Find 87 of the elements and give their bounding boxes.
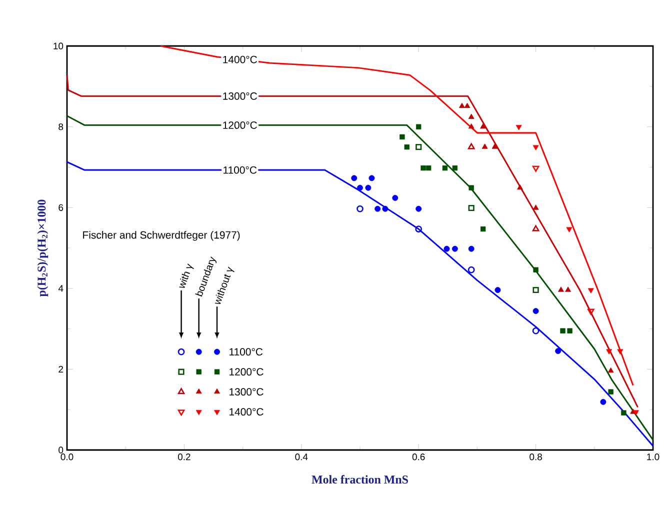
point bbox=[532, 145, 539, 150]
point bbox=[558, 286, 564, 292]
y-tick-label: 8 bbox=[58, 123, 64, 130]
point bbox=[444, 246, 450, 252]
point bbox=[482, 144, 488, 149]
point bbox=[365, 184, 372, 191]
point bbox=[566, 227, 572, 232]
point bbox=[459, 102, 465, 108]
point bbox=[416, 124, 422, 130]
y-axis-title: p(H$_{2}$S)/p(H$_{2}$)×1000 bbox=[37, 200, 48, 297]
point bbox=[468, 246, 474, 252]
point bbox=[588, 288, 594, 294]
point bbox=[492, 144, 498, 149]
line-series bbox=[66, 115, 654, 441]
point bbox=[416, 144, 422, 150]
point bbox=[357, 184, 363, 191]
y-tick-label: 2 bbox=[58, 366, 64, 373]
point bbox=[404, 144, 410, 150]
point bbox=[600, 398, 606, 405]
point bbox=[426, 165, 432, 171]
point bbox=[416, 206, 422, 212]
y-tick-label: 6 bbox=[58, 204, 64, 211]
point bbox=[533, 267, 538, 272]
point bbox=[468, 266, 475, 274]
legend-label: 1400°C bbox=[230, 408, 264, 416]
point bbox=[368, 175, 375, 182]
legend-label: 1300°C bbox=[230, 388, 264, 396]
series-label: 1100°C bbox=[224, 166, 257, 174]
point bbox=[480, 123, 486, 129]
point bbox=[560, 328, 566, 334]
line-series bbox=[66, 74, 639, 408]
point bbox=[382, 206, 388, 212]
point bbox=[374, 206, 381, 212]
point bbox=[494, 287, 501, 294]
point bbox=[351, 175, 358, 182]
point bbox=[468, 185, 474, 190]
point bbox=[606, 349, 612, 354]
point bbox=[468, 123, 474, 129]
annotation: with γ bbox=[179, 263, 194, 288]
point bbox=[392, 194, 398, 201]
point bbox=[400, 134, 405, 140]
point bbox=[480, 226, 486, 232]
point bbox=[532, 286, 539, 294]
y-tick-label: 10 bbox=[54, 42, 64, 50]
point bbox=[532, 327, 540, 334]
y-tick-label: 4 bbox=[58, 285, 64, 292]
point bbox=[516, 125, 522, 130]
point bbox=[464, 102, 470, 108]
x-axis-title: Mole fraction MnS bbox=[312, 475, 408, 484]
point bbox=[555, 348, 562, 354]
series-label: 1200°C bbox=[223, 121, 257, 129]
x-tick-label: 0.6 bbox=[412, 454, 425, 460]
point bbox=[415, 226, 422, 232]
point bbox=[565, 286, 571, 292]
x-tick-label: 1.0 bbox=[647, 454, 660, 460]
line-series bbox=[66, 161, 654, 447]
point bbox=[621, 410, 626, 416]
point bbox=[532, 225, 540, 232]
series-label: 1400°C bbox=[223, 56, 257, 64]
series-label: 1300°C bbox=[223, 92, 257, 100]
x-tick-label: 0.4 bbox=[295, 454, 308, 460]
point bbox=[452, 246, 458, 252]
x-tick-label: 0.8 bbox=[530, 454, 542, 460]
point bbox=[468, 204, 474, 212]
point bbox=[608, 367, 614, 373]
point bbox=[608, 389, 614, 394]
legend-label: 1200°C bbox=[230, 368, 264, 376]
annotation: Fischer and Schwerdtfeger (1977) bbox=[83, 231, 240, 241]
point bbox=[517, 184, 523, 190]
x-tick-label: 0.0 bbox=[60, 454, 74, 460]
point bbox=[468, 143, 475, 150]
y-tick-label: 0 bbox=[58, 446, 64, 454]
annotation: without γ bbox=[214, 266, 234, 304]
point bbox=[452, 165, 458, 171]
point bbox=[617, 349, 624, 354]
point bbox=[356, 205, 364, 212]
point bbox=[468, 114, 474, 119]
point bbox=[532, 166, 540, 172]
point bbox=[532, 308, 539, 314]
point bbox=[442, 165, 448, 171]
point bbox=[633, 410, 639, 416]
point bbox=[587, 308, 594, 315]
point bbox=[567, 328, 572, 334]
point bbox=[420, 165, 426, 171]
x-tick-label: 0.2 bbox=[178, 454, 190, 460]
legend-label: 1100°C bbox=[230, 348, 263, 356]
point bbox=[532, 204, 539, 210]
